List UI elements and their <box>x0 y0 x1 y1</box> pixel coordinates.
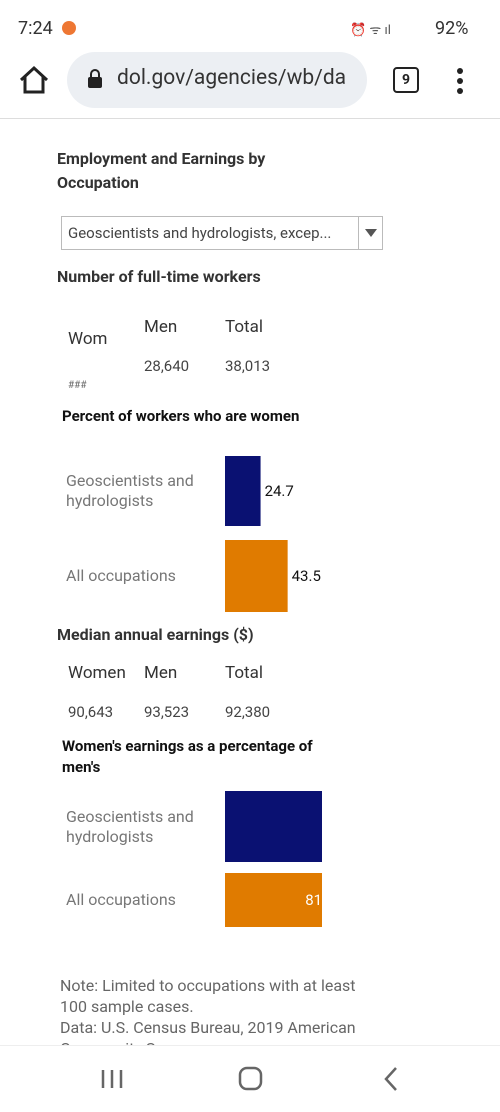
category-label: Geoscientists and hydrologists <box>66 806 194 846</box>
chart: Geoscientists and hydrologists All occupa… <box>0 785 322 935</box>
url-bar[interactable]: dol.gov/agencies/wb/da <box>67 52 367 108</box>
table-header: Wom <box>68 329 108 349</box>
url-text: dol.gov/agencies/wb/da <box>117 66 347 90</box>
table-cell: ### <box>68 380 87 391</box>
chart-plot: 24.7 43.5 <box>225 456 321 612</box>
chart-title: Percent of workers who are women <box>62 407 300 425</box>
table-header: Men <box>144 317 178 337</box>
back-button[interactable] <box>382 1066 400 1092</box>
nav-bar <box>0 1045 500 1112</box>
table-cell: 92,380 <box>225 703 271 721</box>
chart-plot: 96.981.6 <box>225 791 322 927</box>
recents-button[interactable] <box>100 1068 124 1090</box>
status-icons: ⏰ ᯤ ıl <box>350 23 391 38</box>
chart-title: Women's earnings as a percentage of men'… <box>62 737 313 776</box>
category-label: Geoscientists and hydrologists <box>66 471 194 510</box>
table-header: Total <box>225 317 263 337</box>
table-cell: 38,013 <box>225 357 271 375</box>
dropdown-arrow <box>365 229 377 237</box>
lock-icon <box>88 69 102 88</box>
category-label: All occupations <box>66 566 176 585</box>
value-label: 24.7 <box>265 482 294 500</box>
table-cell: 93,523 <box>144 703 190 721</box>
bar <box>225 791 322 862</box>
bar <box>225 873 322 927</box>
battery: 92% <box>435 18 469 39</box>
home-nav-button[interactable] <box>238 1066 264 1092</box>
menu-button[interactable] <box>457 68 463 94</box>
workers-heading: Number of full-time workers <box>57 267 261 286</box>
earnings-heading: Median annual earnings ($) <box>57 625 254 644</box>
home-button[interactable] <box>18 64 50 96</box>
table-cell: 28,640 <box>144 357 190 375</box>
table-header: Men <box>144 663 178 683</box>
bar <box>225 456 261 526</box>
value-label: 81.6 <box>305 891 322 909</box>
divider <box>0 118 500 119</box>
bar <box>225 540 288 612</box>
section-title: Employment and Earnings by Occupation <box>57 149 266 192</box>
dropdown-text: Geoscientists and hydrologists, excep... <box>68 224 332 242</box>
chart: Geoscientists and hydrologists All occupa… <box>0 450 322 620</box>
category-label: All occupations <box>66 890 176 909</box>
dropdown-separator <box>358 217 359 249</box>
value-label: 43.5 <box>292 567 321 585</box>
notification-dot <box>62 21 76 35</box>
note-line: Note: Limited to occupations with at lea… <box>60 976 356 1016</box>
table-cell: 90,643 <box>68 703 114 721</box>
table-header: Total <box>225 663 263 683</box>
occupation-dropdown[interactable]: Geoscientists and hydrologists, excep... <box>61 216 383 250</box>
tab-switcher[interactable]: 9 <box>393 67 419 93</box>
table-header: Women <box>68 663 126 683</box>
clock: 7:24 <box>18 18 53 39</box>
